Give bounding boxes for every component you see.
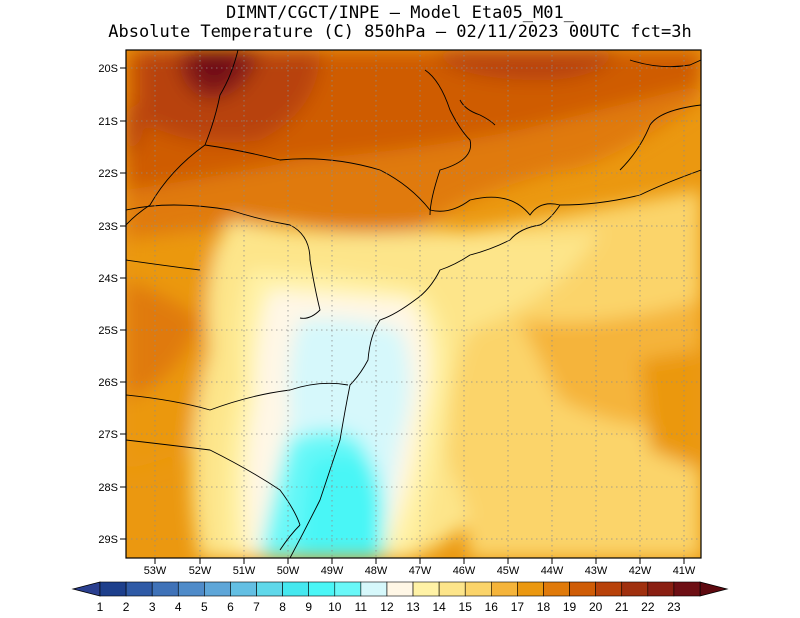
colorbar-swatch <box>386 581 414 597</box>
colorbar-label: 22 <box>641 600 655 614</box>
colorbar-label: 14 <box>432 600 446 614</box>
colorbar: 1 2 3 4 5 6 7 8 9 10 11 12 13 14 15 16 17 18 19 20 21 22 23 <box>71 581 729 614</box>
colorbar-label: 20 <box>589 600 603 614</box>
map-title-line-2: Absolute Temperature (C) 850hPa – 02/11/… <box>108 22 692 42</box>
colorbar-label: 3 <box>149 600 156 614</box>
colorbar-label: 5 <box>201 600 208 614</box>
colorbar-swatch <box>438 581 466 597</box>
lon-label-41w: 41W <box>673 565 696 577</box>
lat-label-26s: 26S <box>98 377 118 389</box>
colorbar-swatch <box>647 581 675 597</box>
lat-lon-grid <box>126 50 701 558</box>
colorbar-label: 21 <box>615 600 629 614</box>
colorbar-swatch <box>517 581 544 597</box>
colorbar-label: 23 <box>667 600 681 614</box>
colorbar-right-arrow <box>699 581 729 597</box>
lat-label-24s: 24S <box>98 273 118 285</box>
colorbar-label: 12 <box>380 600 394 614</box>
colorbar-label: 2 <box>123 600 130 614</box>
colorbar-swatch <box>204 581 231 597</box>
colorbar-swatch <box>282 581 309 597</box>
colorbar-label: 17 <box>511 600 525 614</box>
lon-label-45w: 45W <box>497 565 520 577</box>
lat-label-29s: 29S <box>98 534 118 546</box>
lat-label-23s: 23S <box>98 221 118 233</box>
colorbar-swatch <box>125 581 153 597</box>
colorbar-swatch <box>490 581 518 597</box>
colorbar-swatch <box>334 581 362 597</box>
temperature-field <box>126 50 701 558</box>
colorbar-label: 8 <box>279 600 286 614</box>
colorbar-label: 7 <box>253 600 260 614</box>
lon-label-52w: 52W <box>189 565 212 577</box>
colorbar-swatch <box>360 581 388 597</box>
colorbar-swatch <box>621 581 649 597</box>
lat-label-20s: 20S <box>98 63 118 75</box>
lon-label-44w: 44W <box>541 565 564 577</box>
colorbar-swatch <box>673 581 701 597</box>
lat-label-25s: 25S <box>98 325 118 337</box>
lon-label-51w: 51W <box>233 565 256 577</box>
lat-label-27s: 27S <box>98 429 118 441</box>
colorbar-swatch <box>464 581 492 597</box>
lat-label-21s: 21S <box>98 116 118 128</box>
colorbar-label: 18 <box>537 600 551 614</box>
colorbar-label: 15 <box>459 600 473 614</box>
colorbar-swatch <box>543 581 570 597</box>
lon-label-43w: 43W <box>585 565 608 577</box>
colorbar-swatch <box>569 581 596 597</box>
lon-label-47w: 47W <box>409 565 432 577</box>
map-title-line-1: DIMNT/CGCT/INPE – Model Eta05_M01_ <box>226 3 574 23</box>
map-frame <box>125 49 702 559</box>
lon-label-53w: 53W <box>144 565 167 577</box>
lon-label-42w: 42W <box>629 565 652 577</box>
colorbar-swatch <box>99 581 127 597</box>
colorbar-swatch <box>595 581 623 597</box>
colorbar-label: 16 <box>485 600 499 614</box>
colorbar-swatch <box>230 581 257 597</box>
colorbar-label: 6 <box>227 600 234 614</box>
lon-label-48w: 48W <box>365 565 388 577</box>
colorbar-label: 4 <box>175 600 182 614</box>
lon-label-50w: 50W <box>277 565 300 577</box>
colorbar-label: 9 <box>305 600 312 614</box>
lat-label-28s: 28S <box>98 482 118 494</box>
colorbar-swatch <box>412 581 440 597</box>
colorbar-label: 19 <box>563 600 577 614</box>
lon-label-49w: 49W <box>321 565 344 577</box>
colorbar-label: 11 <box>355 600 368 614</box>
colorbar-label: 10 <box>328 600 342 614</box>
colorbar-swatch <box>308 581 336 597</box>
colorbar-label: 1 <box>97 600 104 614</box>
lon-label-46w: 46W <box>453 565 476 577</box>
colorbar-swatch <box>256 581 283 597</box>
colorbar-label: 13 <box>406 600 420 614</box>
colorbar-left-arrow <box>71 581 101 597</box>
lat-label-22s: 22S <box>98 168 118 180</box>
colorbar-swatch <box>177 581 205 597</box>
colorbar-swatch <box>151 581 179 597</box>
